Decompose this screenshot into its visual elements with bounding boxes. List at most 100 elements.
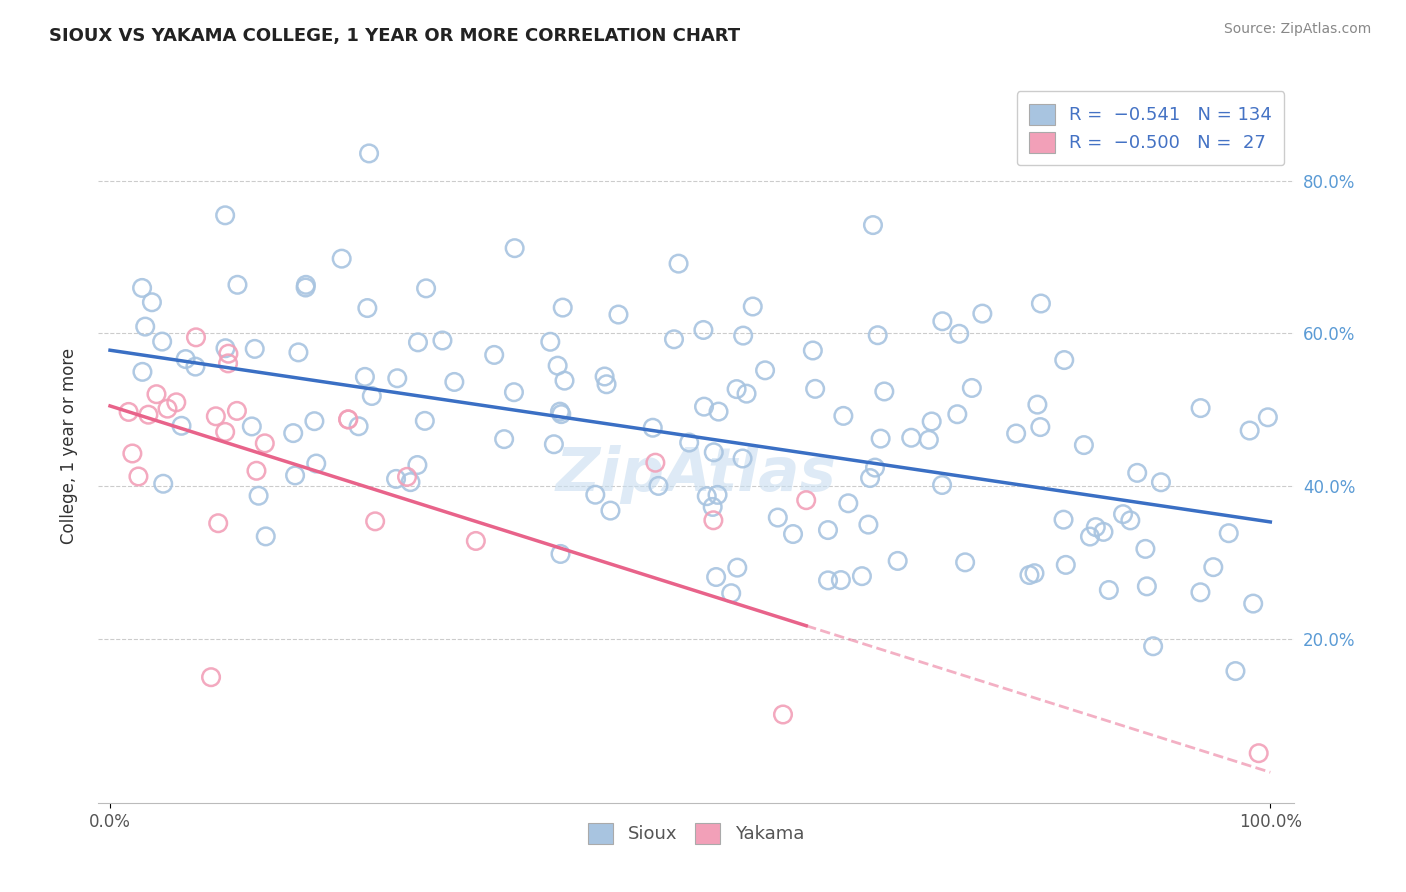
Point: [385, 472, 408, 486]
Point: [214, 208, 236, 222]
Point: [165, 395, 187, 409]
Point: [1054, 558, 1077, 572]
Point: [200, 670, 222, 684]
Point: [226, 404, 249, 418]
Point: [804, 382, 827, 396]
Point: [704, 570, 727, 584]
Point: [1112, 507, 1135, 521]
Point: [406, 458, 429, 472]
Point: [543, 437, 565, 451]
Point: [931, 478, 953, 492]
Point: [1078, 530, 1101, 544]
Point: [364, 514, 387, 528]
Point: [678, 435, 700, 450]
Point: [707, 404, 730, 418]
Point: [547, 359, 569, 373]
Point: [725, 560, 748, 574]
Point: [644, 456, 666, 470]
Point: [1092, 524, 1115, 539]
Point: [494, 432, 516, 446]
Point: [247, 489, 270, 503]
Point: [548, 404, 571, 418]
Point: [131, 281, 153, 295]
Point: [294, 280, 316, 294]
Point: [554, 374, 576, 388]
Point: [1225, 664, 1247, 678]
Point: [432, 334, 454, 348]
Point: [641, 421, 664, 435]
Point: [121, 446, 143, 460]
Point: [733, 328, 755, 343]
Point: [1005, 426, 1028, 441]
Point: [174, 352, 197, 367]
Point: [1239, 424, 1261, 438]
Point: [647, 479, 669, 493]
Y-axis label: College, 1 year or more: College, 1 year or more: [59, 348, 77, 544]
Point: [443, 375, 465, 389]
Point: [396, 470, 419, 484]
Point: [953, 555, 976, 569]
Point: [1098, 582, 1121, 597]
Point: [1018, 568, 1040, 582]
Point: [1084, 520, 1107, 534]
Point: [866, 328, 889, 343]
Point: [948, 326, 970, 341]
Point: [1052, 513, 1074, 527]
Point: [150, 334, 173, 349]
Point: [464, 533, 486, 548]
Point: [305, 457, 328, 471]
Point: [725, 382, 748, 396]
Point: [503, 241, 526, 255]
Point: [131, 365, 153, 379]
Point: [731, 451, 754, 466]
Point: [886, 554, 908, 568]
Point: [706, 488, 728, 502]
Point: [607, 308, 630, 322]
Point: [240, 419, 263, 434]
Point: [741, 300, 763, 314]
Point: [782, 527, 804, 541]
Point: [254, 529, 277, 543]
Point: [415, 281, 437, 295]
Point: [287, 345, 309, 359]
Point: [156, 401, 179, 416]
Point: [858, 517, 880, 532]
Point: [1189, 401, 1212, 416]
Point: [387, 371, 409, 385]
Point: [550, 407, 572, 421]
Point: [703, 445, 725, 459]
Point: [817, 574, 839, 588]
Point: [873, 384, 896, 399]
Point: [702, 500, 724, 514]
Point: [134, 319, 156, 334]
Point: [482, 348, 505, 362]
Point: [356, 301, 378, 315]
Point: [863, 460, 886, 475]
Point: [1029, 420, 1052, 434]
Point: [138, 408, 160, 422]
Point: [702, 513, 724, 527]
Point: [1024, 566, 1046, 581]
Point: [668, 257, 690, 271]
Point: [692, 323, 714, 337]
Point: [152, 476, 174, 491]
Point: [817, 523, 839, 537]
Point: [595, 377, 617, 392]
Point: [337, 412, 360, 426]
Point: [1135, 541, 1157, 556]
Point: [599, 503, 621, 517]
Point: [243, 342, 266, 356]
Point: [354, 370, 377, 384]
Point: [253, 436, 276, 450]
Point: [772, 707, 794, 722]
Point: [295, 277, 318, 292]
Point: [1202, 560, 1225, 574]
Point: [696, 489, 718, 503]
Point: [214, 341, 236, 355]
Point: [184, 330, 207, 344]
Point: [972, 307, 994, 321]
Point: [304, 414, 326, 428]
Point: [145, 387, 167, 401]
Point: [830, 573, 852, 587]
Point: [538, 334, 561, 349]
